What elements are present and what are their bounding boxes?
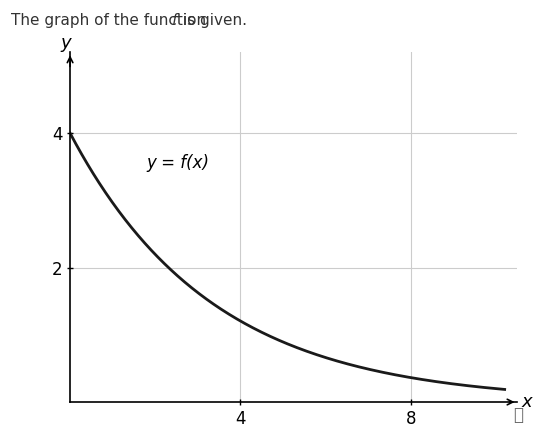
Text: ⓘ: ⓘ bbox=[513, 406, 523, 424]
Text: f: f bbox=[172, 13, 177, 28]
Text: x: x bbox=[522, 393, 533, 411]
Text: y: y bbox=[60, 35, 71, 52]
Text: The graph of the function: The graph of the function bbox=[11, 13, 211, 28]
Text: is given.: is given. bbox=[178, 13, 247, 28]
Text: y = f(x): y = f(x) bbox=[147, 154, 210, 172]
